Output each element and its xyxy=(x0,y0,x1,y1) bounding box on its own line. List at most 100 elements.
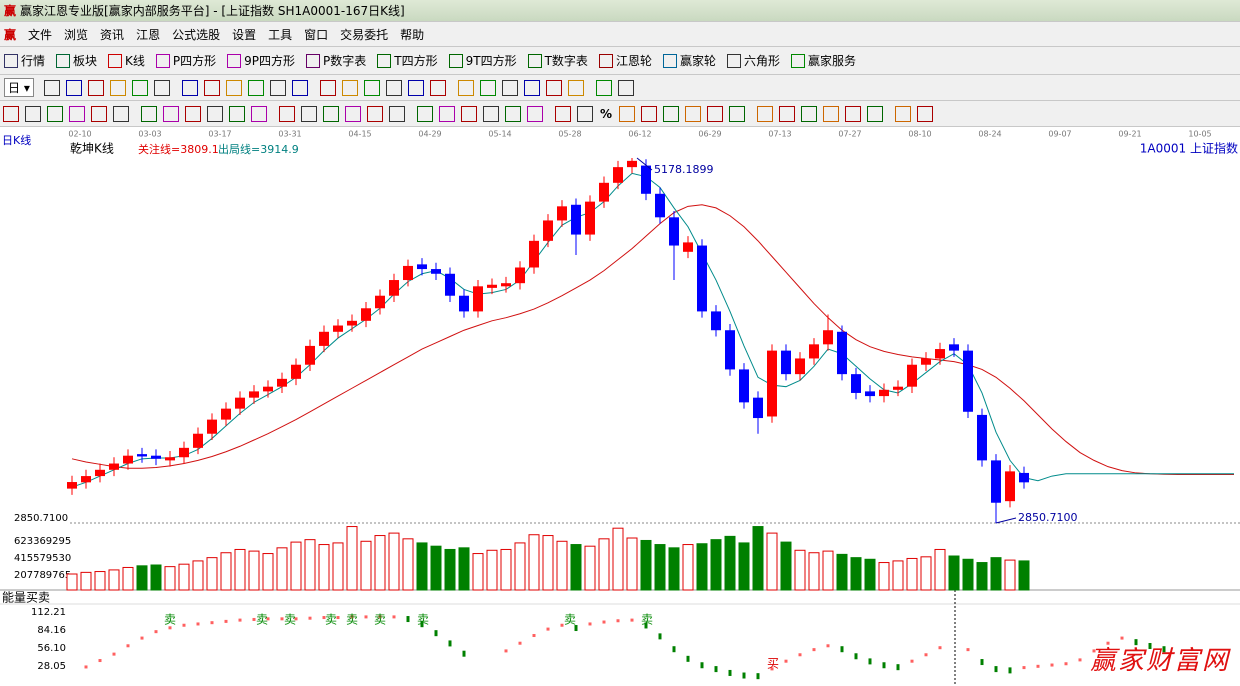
toolbar-icon[interactable] xyxy=(457,79,474,96)
toolbar-icon[interactable] xyxy=(141,105,157,122)
toolbar-icon[interactable] xyxy=(87,79,104,96)
toolbar-button[interactable]: 9T四方形 xyxy=(448,52,517,69)
toolbar-icon[interactable] xyxy=(323,105,339,122)
toolbar-icon[interactable] xyxy=(617,79,634,96)
menu-item[interactable]: 浏览 xyxy=(64,27,89,42)
toolbar-button[interactable]: T四方形 xyxy=(377,52,438,69)
menu-item[interactable]: 公式选股 xyxy=(172,27,221,42)
toolbar-icon[interactable] xyxy=(577,105,593,122)
toolbar-icon[interactable] xyxy=(501,79,518,96)
toolbar-icon[interactable] xyxy=(185,105,201,122)
toolbar-icon[interactable] xyxy=(163,105,179,122)
toolbar-icon[interactable] xyxy=(895,105,912,122)
toolbar-icon[interactable] xyxy=(483,105,499,122)
menu-item[interactable]: 交易委托 xyxy=(340,27,389,42)
toolbar-button[interactable]: 六角形 xyxy=(726,52,780,69)
toolbar-icon[interactable] xyxy=(65,79,82,96)
toolbar-icon[interactable] xyxy=(823,105,840,122)
toolbar-icon[interactable] xyxy=(685,105,702,122)
toolbar-icon[interactable] xyxy=(301,105,317,122)
toolbar-icon[interactable] xyxy=(505,105,521,122)
toolbar-icon[interactable] xyxy=(91,105,107,122)
toolbar-icon[interactable] xyxy=(663,105,680,122)
toolbar-icon[interactable] xyxy=(567,79,584,96)
toolbar-icon[interactable] xyxy=(407,79,424,96)
volume-bar xyxy=(248,550,260,591)
toolbar-icon[interactable] xyxy=(867,105,884,122)
toolbar-icon[interactable] xyxy=(341,79,358,96)
toolbar-button[interactable]: K线 xyxy=(108,52,145,69)
toolbar-icon[interactable] xyxy=(757,105,774,122)
period-button[interactable]: 日 ▾ xyxy=(4,78,34,97)
toolbar-icon[interactable] xyxy=(641,105,658,122)
toolbar-icon[interactable] xyxy=(417,105,433,122)
toolbar-button[interactable]: P四方形 xyxy=(155,52,216,69)
menu-item[interactable]: 帮助 xyxy=(400,27,425,42)
toolbar-button[interactable]: 行情 xyxy=(4,52,45,69)
toolbar-icon[interactable] xyxy=(69,105,85,122)
toolbar-icon[interactable] xyxy=(291,79,308,96)
toolbar-icon[interactable] xyxy=(439,105,455,122)
toolbar-icon[interactable] xyxy=(729,105,746,122)
toolbar-icon[interactable] xyxy=(25,105,41,122)
attention-line: 关注线=3809.1 xyxy=(138,142,219,156)
toolbar-icon[interactable] xyxy=(385,79,402,96)
toolbar-icon[interactable] xyxy=(43,79,60,96)
toolbar-icon[interactable] xyxy=(917,105,934,122)
toolbar-icon[interactable] xyxy=(153,79,170,96)
toolbar-icon[interactable] xyxy=(181,79,198,96)
toolbar-icon[interactable] xyxy=(109,79,126,96)
toolbar-icon[interactable] xyxy=(801,105,818,122)
toolbar-icon[interactable] xyxy=(527,105,543,122)
toolbar-icon[interactable] xyxy=(269,79,286,96)
toolbar-icon[interactable] xyxy=(113,105,129,122)
toolbar-icon[interactable] xyxy=(251,105,267,122)
toolbar-icon[interactable] xyxy=(779,105,796,122)
toolbar-icon[interactable] xyxy=(429,79,446,96)
toolbar-icon[interactable] xyxy=(461,105,477,122)
toolbar-icon[interactable] xyxy=(279,105,295,122)
toolbar-icon[interactable] xyxy=(3,105,19,122)
toolbar-icon[interactable] xyxy=(545,79,562,96)
toolbar-icon[interactable] xyxy=(707,105,724,122)
energy-point xyxy=(84,665,88,669)
toolbar-icon[interactable] xyxy=(247,79,264,96)
energy-point xyxy=(1092,649,1096,653)
volume-bar xyxy=(738,542,750,591)
toolbar-icon[interactable] xyxy=(389,105,405,122)
toolbar-button[interactable]: P数字表 xyxy=(306,52,366,69)
toolbar-icon[interactable] xyxy=(555,105,571,122)
menu-item[interactable]: 江恩 xyxy=(136,27,161,42)
toolbar-button[interactable]: T数字表 xyxy=(527,52,588,69)
toolbar-button[interactable]: 赢家服务 xyxy=(790,52,856,69)
toolbar-icon[interactable] xyxy=(363,79,380,96)
toolbar-icon[interactable] xyxy=(47,105,63,122)
toolbar-button[interactable]: 板块 xyxy=(56,52,97,69)
toolbar-icon[interactable] xyxy=(619,105,636,122)
energy-point xyxy=(1022,666,1026,670)
percent-button[interactable]: % xyxy=(600,106,613,121)
toolbar-button[interactable]: 江恩轮 xyxy=(598,52,652,69)
toolbar-icon[interactable] xyxy=(225,79,242,96)
toolbar-icon[interactable] xyxy=(203,79,220,96)
toolbar-icon[interactable] xyxy=(319,79,336,96)
energy-point xyxy=(1064,662,1068,666)
menu-item[interactable]: 设置 xyxy=(232,27,257,42)
menu-item[interactable]: 资讯 xyxy=(100,27,125,42)
menu-item[interactable]: 工具 xyxy=(268,27,293,42)
toolbar-icon[interactable] xyxy=(479,79,496,96)
toolbar-button[interactable]: 赢家轮 xyxy=(662,52,716,69)
candle-body xyxy=(795,358,805,375)
toolbar-icon[interactable] xyxy=(131,79,148,96)
energy-point xyxy=(154,630,158,634)
toolbar-icon[interactable] xyxy=(345,105,361,122)
menu-item[interactable]: 文件 xyxy=(28,27,53,42)
toolbar-icon[interactable] xyxy=(229,105,245,122)
toolbar-icon[interactable] xyxy=(845,105,862,122)
toolbar-button[interactable]: 9P四方形 xyxy=(227,52,295,69)
toolbar-icon[interactable] xyxy=(207,105,223,122)
toolbar-icon[interactable] xyxy=(595,79,612,96)
menu-item[interactable]: 窗口 xyxy=(304,27,329,42)
toolbar-icon[interactable] xyxy=(367,105,383,122)
toolbar-icon[interactable] xyxy=(523,79,540,96)
